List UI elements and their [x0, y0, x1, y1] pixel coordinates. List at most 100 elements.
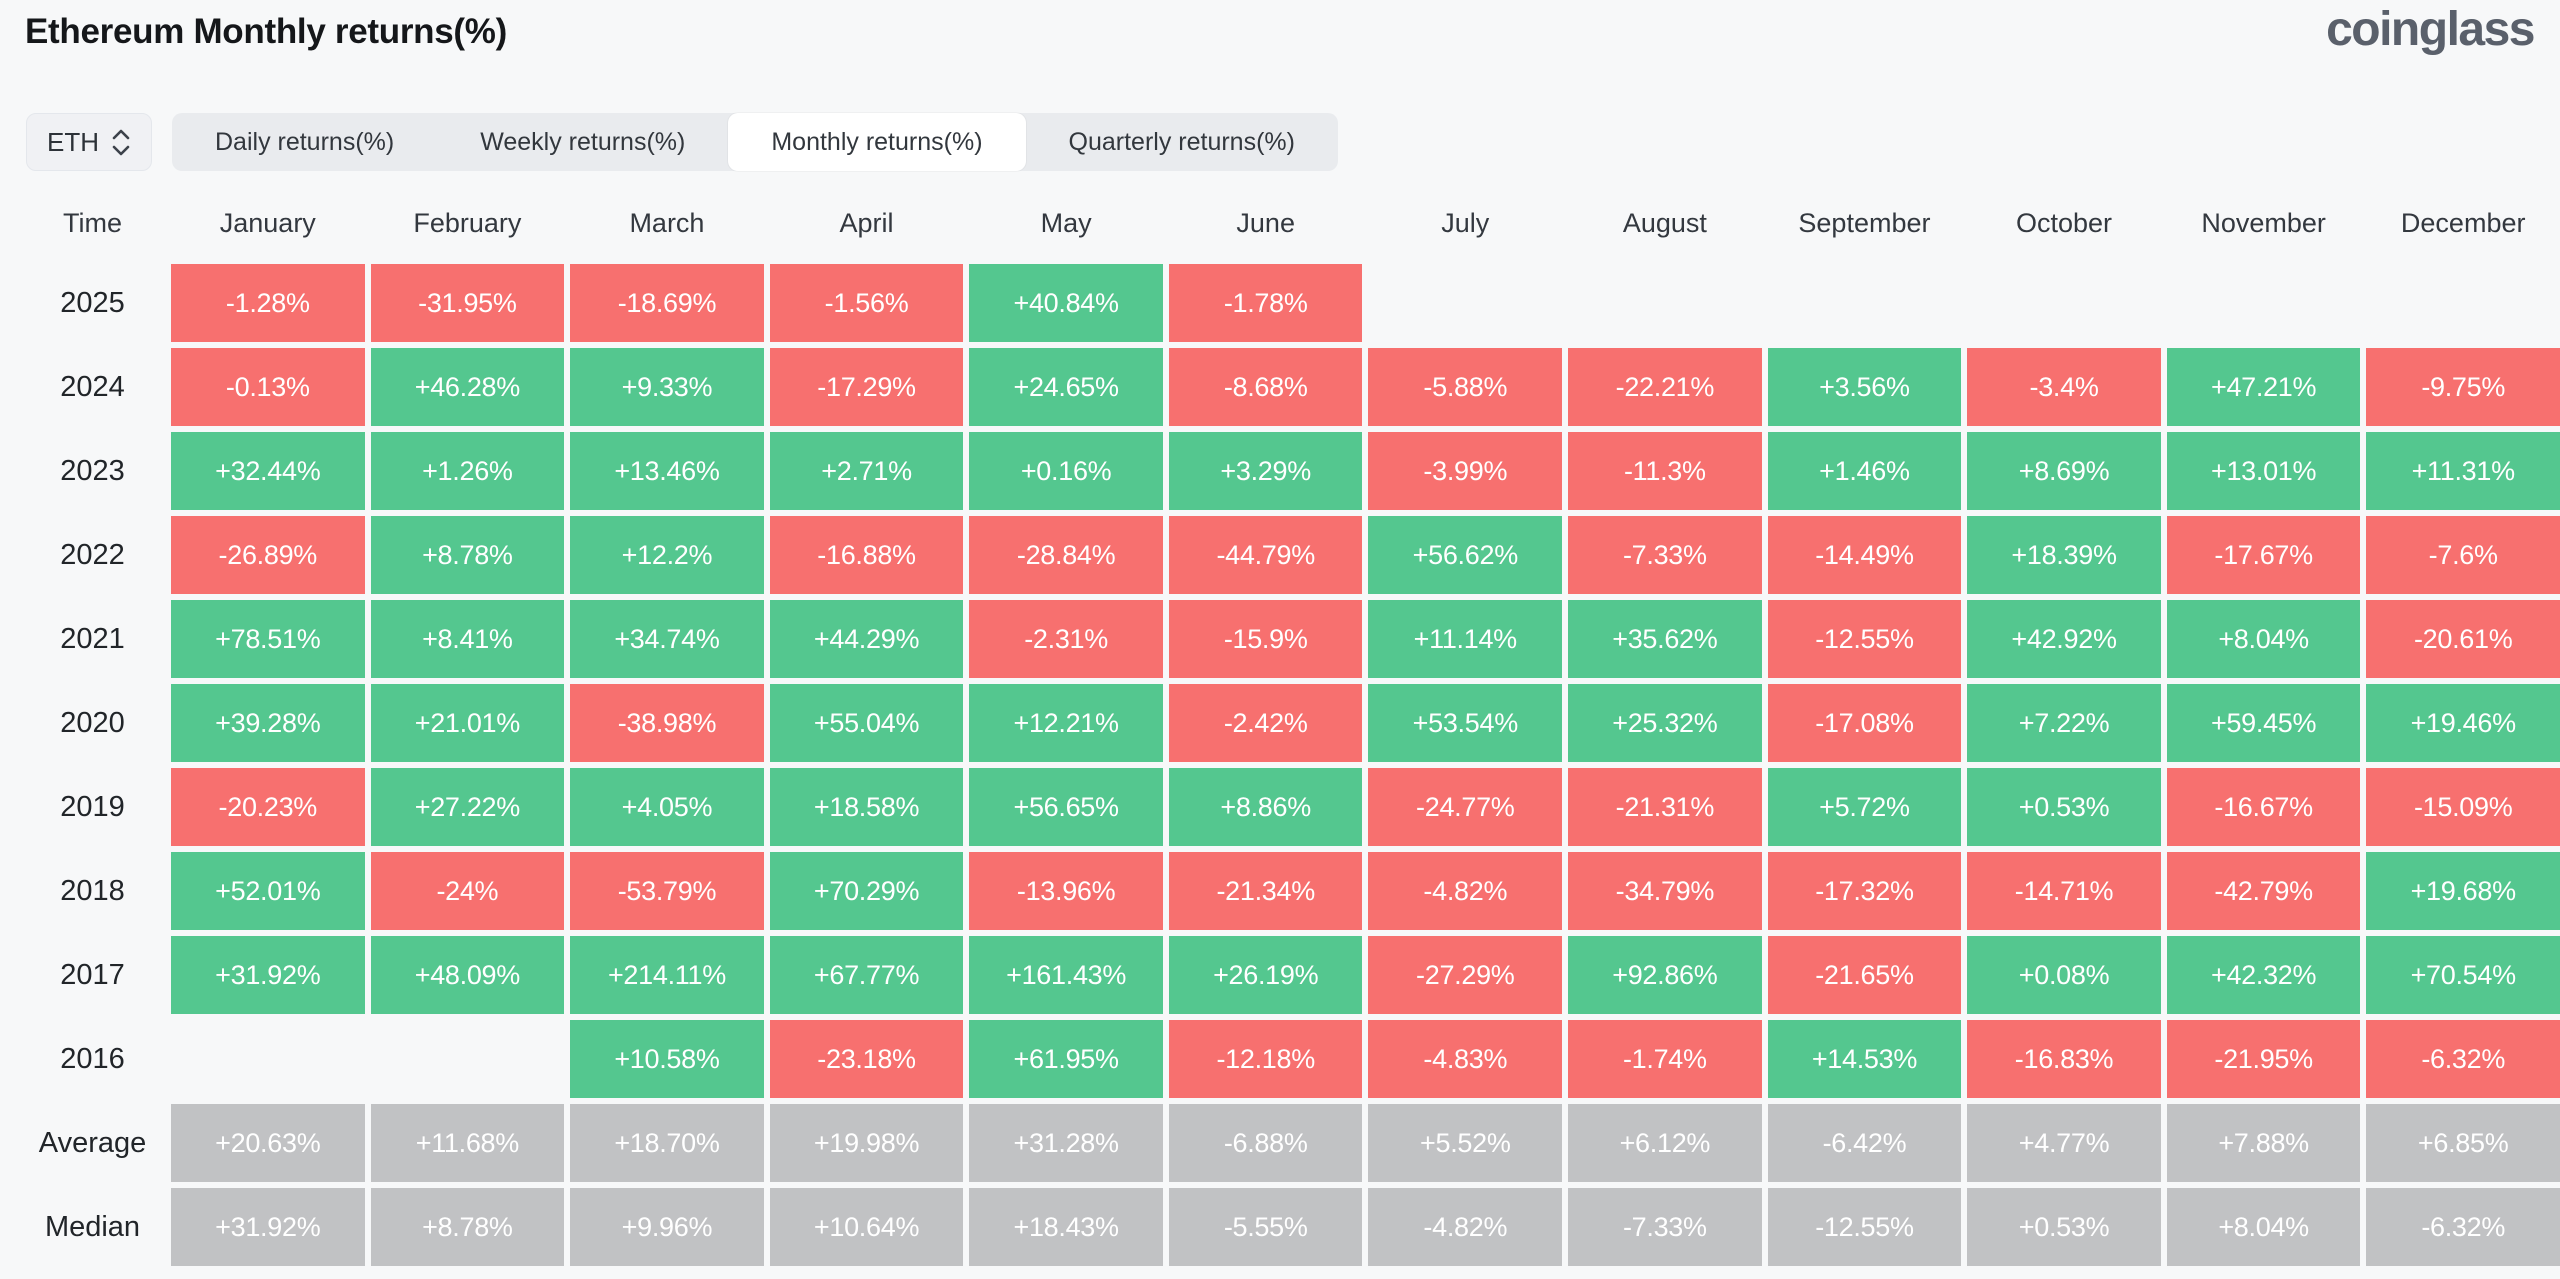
- return-cell: +13.01%: [2166, 432, 2361, 510]
- return-cell: -7.33%: [1568, 516, 1762, 594]
- return-cell: +40.84%: [969, 264, 1163, 342]
- page-title: Ethereum Monthly returns(%): [25, 12, 507, 51]
- return-cell: -1.56%: [769, 264, 964, 342]
- return-cell: +4.05%: [570, 768, 764, 846]
- return-cell: -14.71%: [1967, 852, 2161, 930]
- return-cell: +7.88%: [2166, 1104, 2361, 1182]
- column-header-february: February: [413, 207, 522, 238]
- return-cell: -21.65%: [1767, 936, 1962, 1014]
- return-cell: +46.28%: [370, 348, 565, 426]
- tab-group: Daily returns(%) Weekly returns(%) Monthly…: [172, 113, 1338, 171]
- row-label-2024: 2024: [60, 370, 125, 403]
- return-cell: -22.21%: [1568, 348, 1762, 426]
- updown-chevron-icon: [111, 129, 131, 156]
- return-cell: -6.32%: [2366, 1188, 2560, 1266]
- return-cell: +18.58%: [769, 768, 964, 846]
- return-cell: +9.33%: [570, 348, 764, 426]
- symbol-select-label: ETH: [47, 126, 99, 157]
- return-cell: -13.96%: [969, 852, 1163, 930]
- return-cell: [1967, 264, 2161, 342]
- return-cell: -17.32%: [1767, 852, 1962, 930]
- return-cell: +10.64%: [769, 1188, 964, 1266]
- return-cell: -6.32%: [2366, 1020, 2560, 1098]
- row-label-2017: 2017: [60, 958, 125, 991]
- return-cell: +8.69%: [1967, 432, 2161, 510]
- tab-monthly-returns[interactable]: Monthly returns(%): [728, 113, 1026, 171]
- row-label-2019: 2019: [60, 790, 125, 823]
- return-cell: -4.83%: [1368, 1020, 1563, 1098]
- return-cell: +67.77%: [769, 936, 964, 1014]
- return-cell: -8.68%: [1168, 348, 1363, 426]
- return-cell: +44.29%: [769, 600, 964, 678]
- return-cell: +3.29%: [1168, 432, 1363, 510]
- return-cell: +8.04%: [2166, 600, 2361, 678]
- column-header-october: October: [2016, 207, 2113, 238]
- return-cell: -24.77%: [1368, 768, 1563, 846]
- return-cell: +12.21%: [969, 684, 1163, 762]
- return-cell: -6.88%: [1168, 1104, 1363, 1182]
- row-label-2021: 2021: [60, 622, 125, 655]
- row-label-2025: 2025: [60, 286, 125, 319]
- return-cell: +14.53%: [1767, 1020, 1962, 1098]
- return-cell: +5.72%: [1767, 768, 1962, 846]
- return-cell: +214.11%: [570, 936, 764, 1014]
- return-cell: +18.43%: [969, 1188, 1163, 1266]
- return-cell: -14.49%: [1767, 516, 1962, 594]
- return-cell: [1568, 264, 1762, 342]
- return-cell: -0.13%: [171, 348, 365, 426]
- return-cell: -4.82%: [1368, 852, 1563, 930]
- return-cell: -9.75%: [2366, 348, 2560, 426]
- return-cell: -17.29%: [769, 348, 964, 426]
- return-cell: +0.53%: [1967, 1188, 2161, 1266]
- controls-bar: ETH Daily returns(%) Weekly returns(%) Mon…: [26, 113, 1338, 171]
- return-cell: +7.22%: [1967, 684, 2161, 762]
- symbol-select[interactable]: ETH: [26, 113, 152, 171]
- return-cell: -2.42%: [1168, 684, 1363, 762]
- return-cell: +59.45%: [2166, 684, 2361, 762]
- tab-daily-returns[interactable]: Daily returns(%): [172, 113, 437, 171]
- return-cell: [2366, 264, 2560, 342]
- column-header-january: January: [219, 207, 316, 238]
- column-header-september: September: [1798, 207, 1931, 238]
- coinglass-logo[interactable]: coinglass: [2326, 3, 2535, 56]
- return-cell: +9.96%: [570, 1188, 764, 1266]
- return-cell: +8.41%: [370, 600, 565, 678]
- return-cell: +18.70%: [570, 1104, 764, 1182]
- return-cell: +19.98%: [769, 1104, 964, 1182]
- return-cell: -23.18%: [769, 1020, 964, 1098]
- return-cell: +2.71%: [769, 432, 964, 510]
- return-cell: +34.74%: [570, 600, 764, 678]
- return-cell: -5.55%: [1168, 1188, 1363, 1266]
- return-cell: +20.63%: [171, 1104, 365, 1182]
- return-cell: +56.62%: [1368, 516, 1563, 594]
- return-cell: +42.32%: [2166, 936, 2361, 1014]
- column-header-april: April: [839, 207, 894, 238]
- return-cell: -16.83%: [1967, 1020, 2161, 1098]
- column-header-time: Time: [63, 207, 122, 238]
- return-cell: -17.08%: [1767, 684, 1962, 762]
- return-cell: +8.04%: [2166, 1188, 2361, 1266]
- return-cell: +70.29%: [769, 852, 964, 930]
- return-cell: +39.28%: [171, 684, 365, 762]
- row-label-median: Median: [44, 1210, 141, 1243]
- tab-quarterly-returns[interactable]: Quarterly returns(%): [1026, 113, 1338, 171]
- return-cell: +11.14%: [1368, 600, 1563, 678]
- return-cell: -7.33%: [1568, 1188, 1762, 1266]
- return-cell: +1.46%: [1767, 432, 1962, 510]
- row-label-2020: 2020: [60, 706, 125, 739]
- column-header-july: July: [1441, 207, 1490, 238]
- return-cell: -53.79%: [570, 852, 764, 930]
- return-cell: +27.22%: [370, 768, 565, 846]
- return-cell: -12.55%: [1767, 600, 1962, 678]
- return-cell: [1768, 264, 1962, 342]
- return-cell: -26.89%: [171, 516, 365, 594]
- return-cell: +19.68%: [2366, 852, 2560, 930]
- return-cell: +8.78%: [370, 1188, 565, 1266]
- return-cell: +52.01%: [171, 852, 365, 930]
- tab-weekly-returns[interactable]: Weekly returns(%): [437, 113, 728, 171]
- return-cell: -4.82%: [1368, 1188, 1563, 1266]
- return-cell: +0.16%: [969, 432, 1163, 510]
- return-cell: -31.95%: [370, 264, 565, 342]
- return-cell: +6.12%: [1568, 1104, 1762, 1182]
- return-cell: +56.65%: [969, 768, 1163, 846]
